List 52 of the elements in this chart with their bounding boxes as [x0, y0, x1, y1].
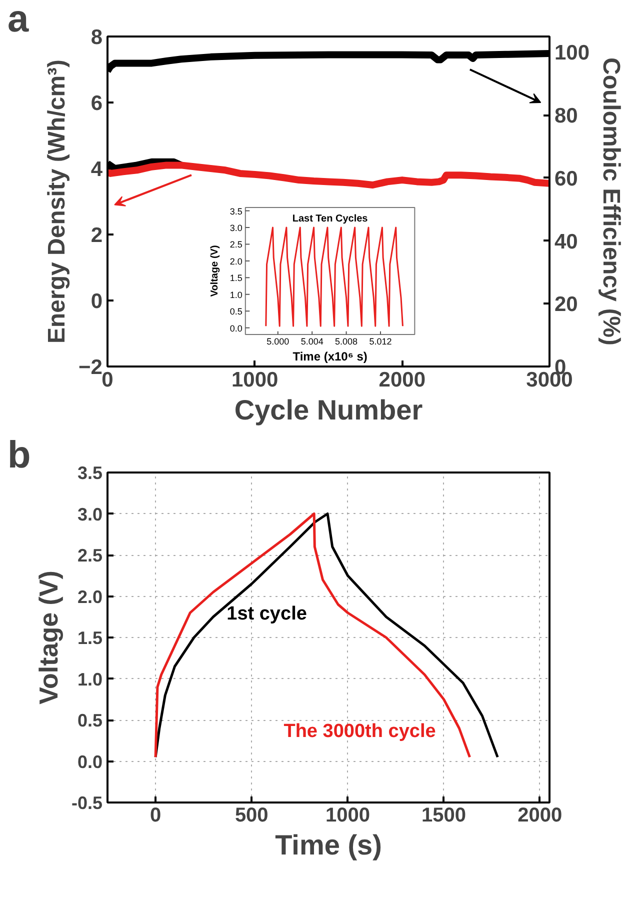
- y-tick-label: 0.0: [77, 752, 103, 772]
- x-tick-label: 500: [234, 804, 268, 826]
- y-tick-label: −2: [78, 356, 103, 379]
- y-tick-label: -0.5: [71, 793, 103, 813]
- y-tick-label: 2.0: [77, 586, 103, 607]
- x-tick-label: 1000: [325, 804, 370, 826]
- y-tick-label: 6: [90, 92, 103, 115]
- x-tick-label: 5.008: [335, 336, 358, 346]
- x-tick-label: 1000: [231, 368, 278, 392]
- y-axis-title: Voltage (V): [33, 570, 64, 704]
- y-tick-label: 2.0: [230, 256, 242, 266]
- y2-tick-label: 60: [554, 167, 578, 190]
- y-tick-label: 2.5: [230, 240, 242, 250]
- x-tick-label: 5.004: [300, 336, 324, 346]
- y2-tick-label: 20: [554, 293, 578, 316]
- y2-tick-label: 40: [554, 230, 578, 254]
- y-tick-label: 3.5: [230, 206, 242, 216]
- text: a: [8, 0, 30, 40]
- y-tick-label: 0: [90, 290, 103, 313]
- y-axis-title: Voltage (V): [209, 245, 220, 297]
- y2-axis-title: Coulombic Efficiency (%): [598, 57, 625, 346]
- x-axis-title: Time (x10⁶ s): [292, 349, 368, 364]
- x-tick-label: 0: [150, 804, 162, 826]
- y-tick-label: 1.5: [230, 273, 242, 284]
- series-label: 1st cycle: [226, 603, 307, 624]
- x-tick-label: 5.012: [369, 336, 392, 346]
- y-tick-label: 1.0: [77, 669, 103, 690]
- y-tick-label: 0.5: [230, 306, 242, 317]
- y-tick-label: 3.0: [230, 223, 242, 233]
- y-tick-label: 2.5: [77, 546, 103, 566]
- y2-tick-label: 80: [554, 104, 578, 128]
- y-tick-label: 1.5: [77, 628, 103, 648]
- text: b: [8, 434, 31, 476]
- y-tick-label: 3.5: [77, 463, 103, 483]
- x-tick-label: 1500: [422, 804, 466, 826]
- y-axis-title: Energy Density (Wh/cm³): [44, 59, 71, 344]
- y-tick-label: 1.0: [230, 290, 242, 300]
- text: Last Ten Cycles: [292, 213, 368, 224]
- y-tick-label: 2: [90, 224, 103, 247]
- y2-tick-label: 100: [554, 42, 590, 65]
- x-tick-label: 5.000: [266, 336, 290, 346]
- x-tick-label: 2000: [518, 804, 562, 826]
- y-tick-label: 0.0: [230, 323, 242, 334]
- x-axis-title: Time (s): [275, 830, 382, 860]
- series-label: The 3000th cycle: [284, 720, 436, 742]
- line-series: [265, 226, 404, 327]
- y-tick-label: 4: [90, 158, 103, 181]
- y-tick-label: 3.0: [77, 504, 103, 524]
- x-axis-title: Cycle Number: [234, 394, 423, 426]
- y-tick-label: 8: [90, 26, 103, 49]
- x-tick-label: 2000: [378, 368, 426, 392]
- y-tick-label: 0.5: [77, 710, 103, 730]
